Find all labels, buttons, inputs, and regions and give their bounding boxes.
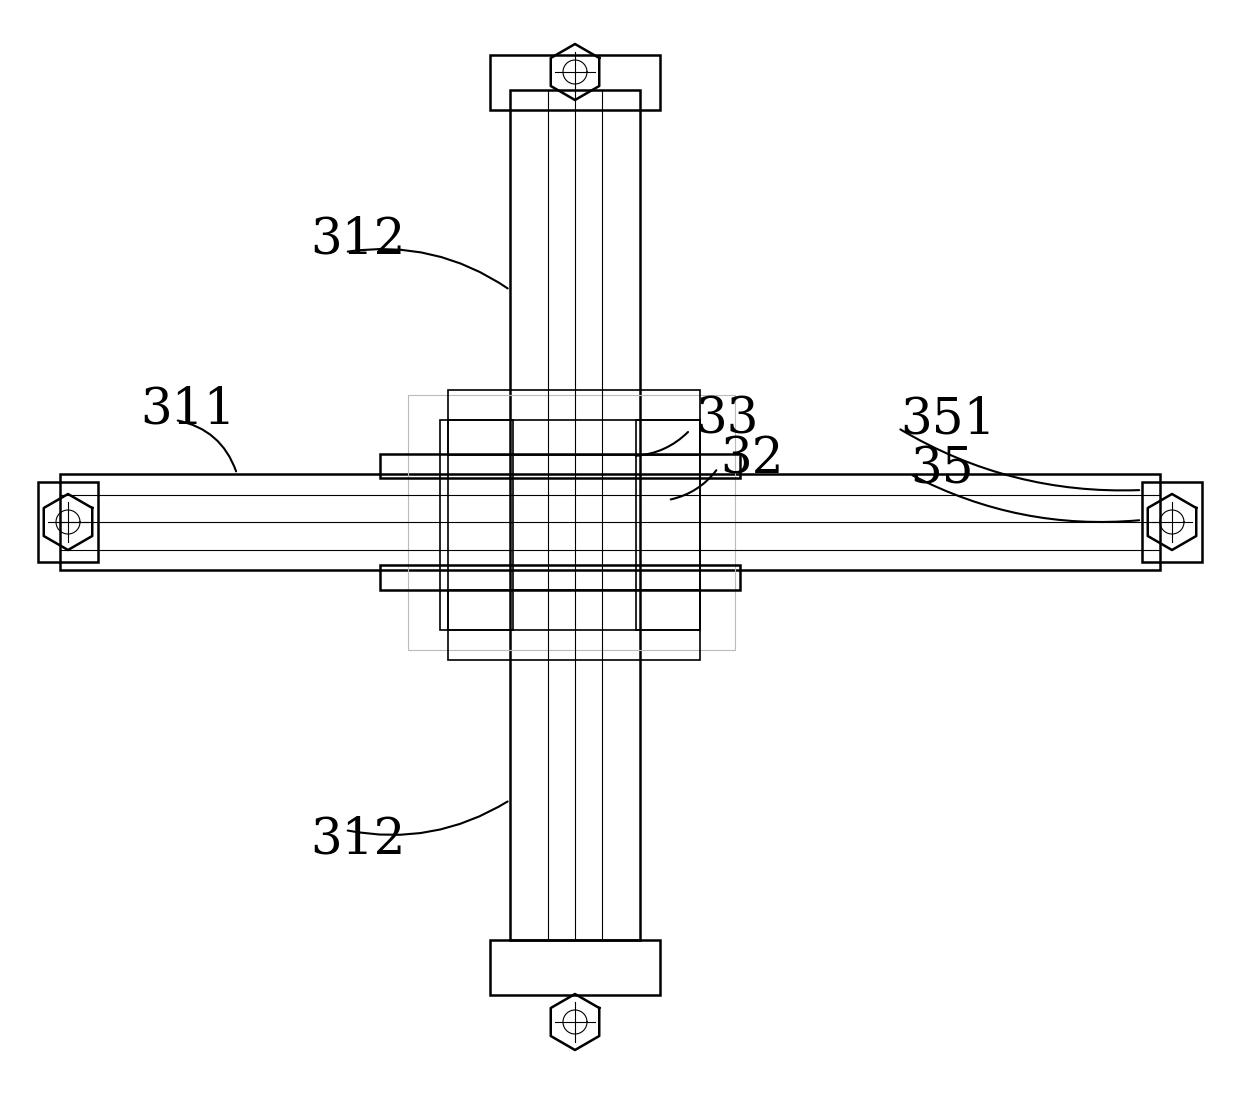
Text: 311: 311 [140, 385, 236, 434]
Text: 312: 312 [310, 815, 405, 864]
Bar [1142, 482, 1202, 562]
Bar [490, 940, 660, 996]
Bar [38, 482, 98, 562]
Text: 351: 351 [900, 395, 996, 445]
Bar [448, 420, 513, 630]
Bar [448, 590, 701, 660]
Bar [440, 420, 701, 630]
Bar [490, 55, 660, 110]
Bar [379, 565, 740, 590]
Bar [408, 395, 735, 650]
Bar [379, 454, 740, 478]
Text: 35: 35 [910, 445, 973, 494]
Bar [510, 90, 640, 940]
Bar [60, 474, 1159, 570]
Text: 32: 32 [720, 435, 784, 485]
Bar [636, 420, 701, 630]
Bar [448, 389, 701, 455]
Text: 312: 312 [310, 216, 405, 265]
Text: 33: 33 [694, 395, 759, 445]
